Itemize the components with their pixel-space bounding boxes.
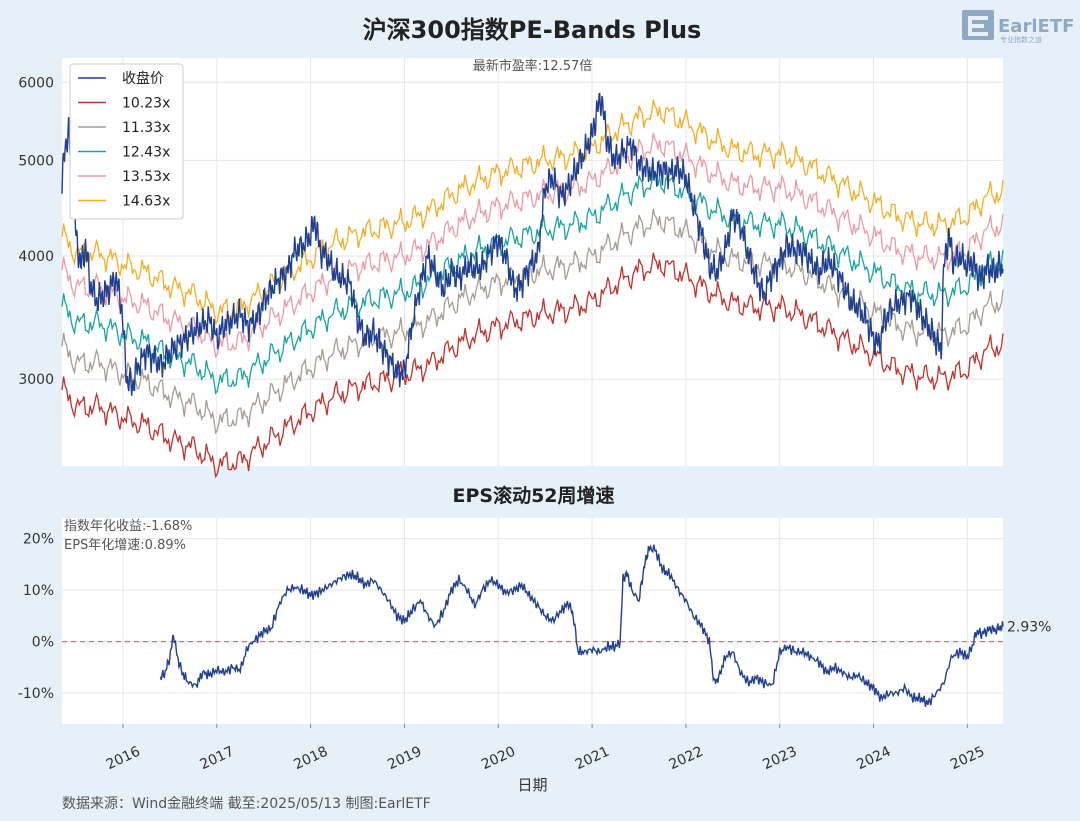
band-line-12.43x <box>61 169 1004 395</box>
pe-y-tick-label: 6000 <box>18 75 54 91</box>
band-line-14.63x <box>61 99 1004 326</box>
chart-title: 沪深300指数PE-Bands Plus <box>363 16 702 44</box>
eps-panel-title: EPS滚动52周增速 <box>452 484 614 507</box>
legend-entry-label: 13.53x <box>122 169 170 185</box>
legend-entry-label: 10.23x <box>122 96 170 112</box>
pe-y-tick-label: 3000 <box>18 372 54 388</box>
pe-bands-y-ticks: 3000 4000 5000 6000 <box>18 75 54 388</box>
logo-e-icon <box>968 16 988 36</box>
footer-source: 数据来源：Wind金融终端 截至:2025/05/13 制图:EarlETF <box>62 796 431 812</box>
logo: EarlETF 专业指数之道 <box>962 10 1074 44</box>
x-tick-label-2023: 2023 <box>760 744 799 774</box>
pe-bands-panel: 3000 4000 5000 6000 最新市盈率:12.57倍 收盘价 10.23x 1… <box>18 58 1004 479</box>
x-tick-label-2021: 2021 <box>573 744 612 774</box>
x-tick-label-2024: 2024 <box>854 744 893 774</box>
pe-y-tick-label: 4000 <box>18 249 54 265</box>
logo-subtext: 专业指数之道 <box>1000 35 1042 44</box>
pe-y-tick-label: 5000 <box>18 153 54 169</box>
x-tick-label-2022: 2022 <box>667 744 706 774</box>
eps-growth-line <box>159 544 1004 707</box>
legend-entry-label: 收盘价 <box>122 70 164 87</box>
x-axis-ticks: 2016 2017 2018 2019 2020 2021 2022 2023 2024 2025 <box>104 724 987 773</box>
x-tick-label-2016: 2016 <box>104 744 143 774</box>
eps-grid <box>62 518 1003 724</box>
eps-y-ticks: -10% 0% 10% 20% <box>18 532 54 703</box>
legend-entry-label: 14.63x <box>122 194 170 210</box>
legend: 收盘价 10.23x 11.33x 12.43x 13.53x 14.63x <box>69 63 184 220</box>
eps-y-tick-label: 10% <box>23 583 54 599</box>
eps-lines <box>159 544 1004 707</box>
eps-y-tick-label: 20% <box>23 532 54 548</box>
eps-growth-panel: EPS滚动52周增速 -10% 0% 10% 20% 指数年化收益:-1.68% EP… <box>18 484 1051 724</box>
index-annual-return-note: 指数年化收益:-1.68% <box>64 519 192 534</box>
x-tick-label-2018: 2018 <box>291 744 330 774</box>
legend-entry-label: 12.43x <box>122 145 170 161</box>
x-tick-label-2017: 2017 <box>198 744 237 774</box>
band-line-10.23x <box>61 252 1004 479</box>
eps-last-value-label: 2.93% <box>1007 620 1051 636</box>
x-axis-label: 日期 <box>517 776 547 794</box>
eps-plot-area <box>62 518 1003 724</box>
close-price-line <box>61 92 1004 396</box>
pe-annotation: 最新市盈率:12.57倍 <box>473 58 593 74</box>
legend-entry-label: 11.33x <box>122 120 170 136</box>
eps-annual-growth-note: EPS年化增速:0.89% <box>64 538 186 553</box>
eps-y-tick-label: -10% <box>18 686 54 702</box>
logo-text: EarlETF <box>998 16 1074 37</box>
x-tick-label-2019: 2019 <box>385 744 424 774</box>
eps-y-tick-label: 0% <box>32 635 54 651</box>
x-tick-label-2020: 2020 <box>479 744 518 774</box>
pe-bands-lines <box>61 92 1004 479</box>
x-tick-label-2025: 2025 <box>948 744 987 774</box>
